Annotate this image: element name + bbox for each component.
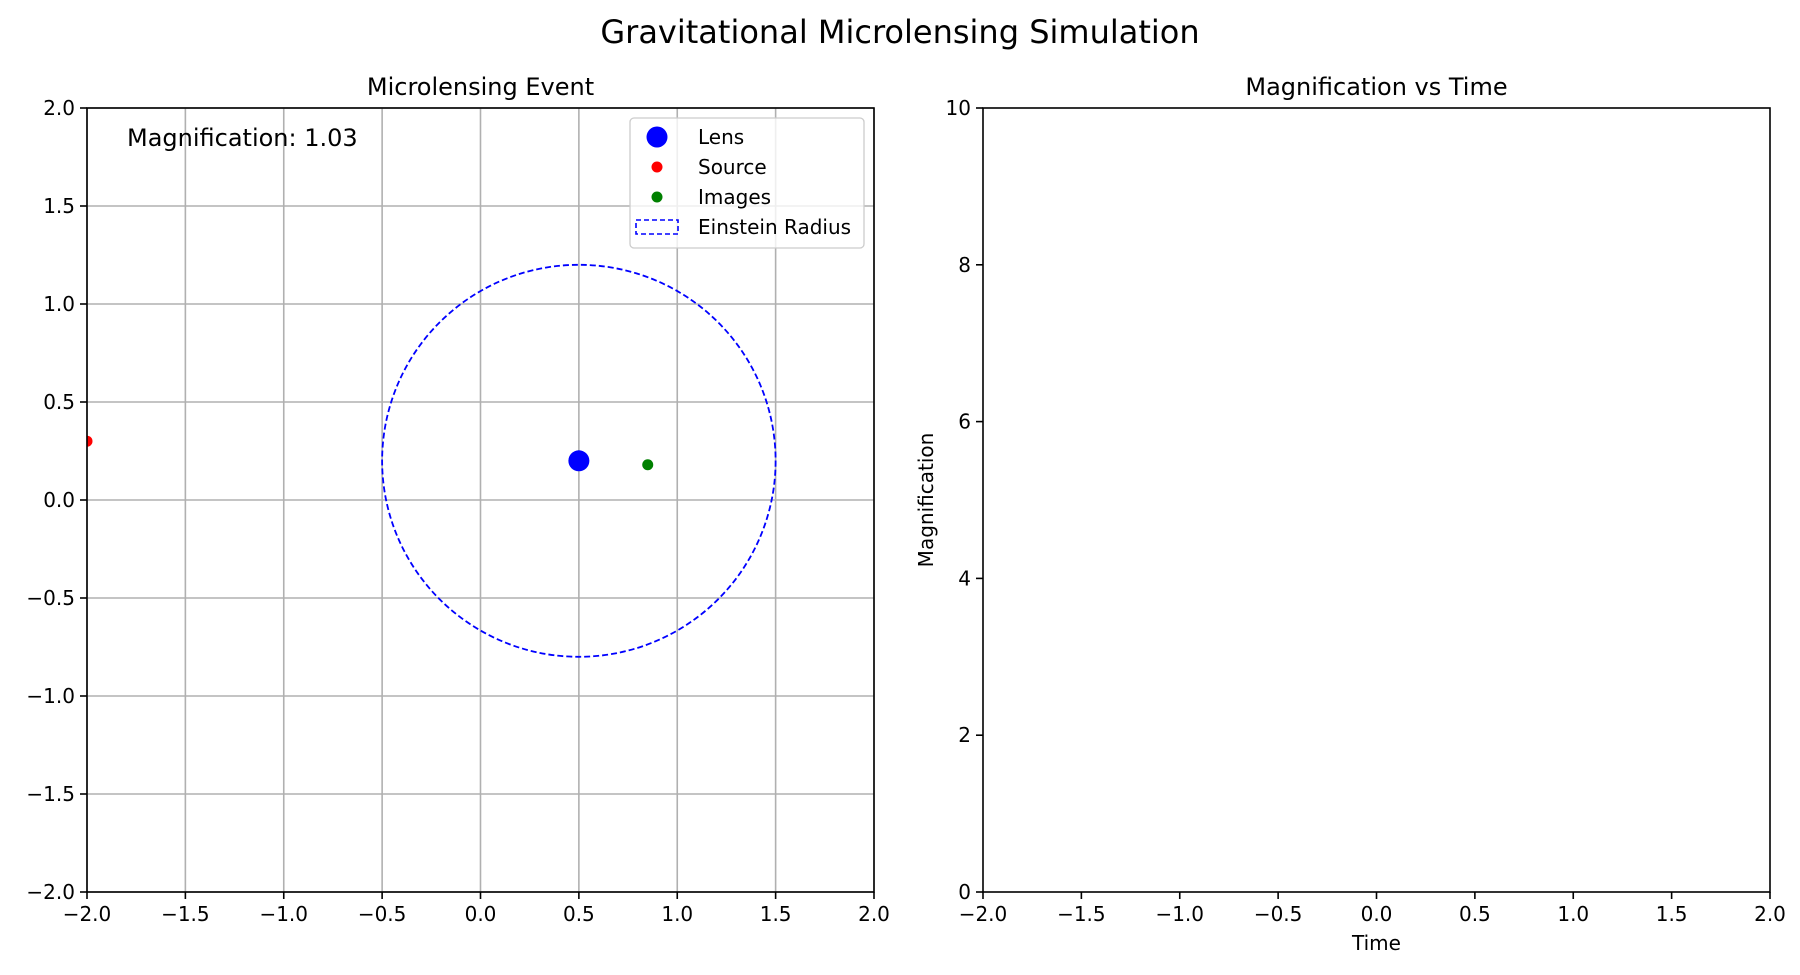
- x-tick-label: 2.0: [858, 902, 890, 926]
- legend-label-einstein-radius: Einstein Radius: [698, 215, 851, 239]
- x-tick-label: −1.0: [259, 902, 308, 926]
- x-tick-label: 0.5: [563, 902, 595, 926]
- y-tick-label: −1.0: [26, 684, 75, 708]
- y-tick-label: −0.5: [26, 586, 75, 610]
- x-tick-label: 1.5: [1656, 902, 1688, 926]
- axes-title: Microlensing Event: [367, 73, 594, 101]
- legend-label-lens: Lens: [698, 125, 744, 149]
- x-tick-label: 0.5: [1459, 902, 1491, 926]
- einstein-radius-circle: [381, 263, 777, 658]
- magnification-vs-time-plot: −2.0 −1.5 −1.0 −0.5 0.0 0.5 1.0 1.5 2.0 0 2 4 6 8 10 Ma…: [914, 73, 1786, 955]
- x-tick-label: −1.5: [161, 902, 210, 926]
- axes-frame: [982, 107, 1771, 893]
- legend-label-source: Source: [698, 155, 767, 179]
- x-tick-label: −2.0: [959, 902, 1008, 926]
- legend-handle-einstein-radius: [635, 219, 679, 235]
- y-tick-label: 10: [946, 96, 971, 120]
- x-tick-label: 0.0: [1361, 902, 1393, 926]
- y-axis-label: Magnification: [914, 433, 938, 568]
- lens-point: [568, 450, 590, 472]
- images-point: [642, 459, 654, 471]
- x-tick-label: −0.5: [1254, 902, 1303, 926]
- y-tick-label: 8: [958, 253, 971, 277]
- x-axis-label: Time: [1351, 931, 1401, 955]
- x-tick-label: −2.0: [63, 902, 112, 926]
- x-tick-label: −1.5: [1057, 902, 1106, 926]
- x-tick-label: −0.5: [358, 902, 407, 926]
- x-tick-label: 1.0: [661, 902, 693, 926]
- y-tick-label: 0.0: [43, 488, 75, 512]
- y-tick-label: 4: [958, 566, 971, 590]
- y-tick-label: 6: [958, 410, 971, 434]
- legend: Lens Source Images Einstein Radius: [629, 117, 865, 249]
- figure-title: Gravitational Microlensing Simulation: [600, 13, 1199, 51]
- legend-frame: [629, 117, 865, 249]
- x-tick-label: 0.0: [465, 902, 497, 926]
- x-tick-label: −1.0: [1155, 902, 1204, 926]
- source-point: [87, 435, 93, 447]
- microlensing-event-plot: −2.0 −1.5 −1.0 −0.5 0.0 0.5 1.0 1.5 2.0 −2.0 −1.5 −…: [26, 73, 889, 926]
- y-tick-label: 2: [958, 723, 971, 747]
- x-tick-label: 1.5: [760, 902, 792, 926]
- axes-title: Magnification vs Time: [1245, 73, 1507, 101]
- legend-handle-lens: [646, 126, 668, 148]
- y-tick-label: 0: [958, 880, 971, 904]
- data-layer: [87, 263, 777, 658]
- y-tick-label: 2.0: [43, 96, 75, 120]
- legend-handle-source: [651, 161, 663, 173]
- x-tick-label: 2.0: [1754, 902, 1786, 926]
- x-tick-label: 1.0: [1557, 902, 1589, 926]
- y-tick-label: −2.0: [26, 880, 75, 904]
- legend-handle-images: [651, 191, 663, 203]
- magnification-annotation: Magnification: 1.03: [127, 124, 358, 152]
- legend-label-images: Images: [698, 185, 771, 209]
- y-tick-label: 1.5: [43, 194, 75, 218]
- y-tick-label: 0.5: [43, 390, 75, 414]
- y-tick-label: −1.5: [26, 782, 75, 806]
- y-tick-label: 1.0: [43, 292, 75, 316]
